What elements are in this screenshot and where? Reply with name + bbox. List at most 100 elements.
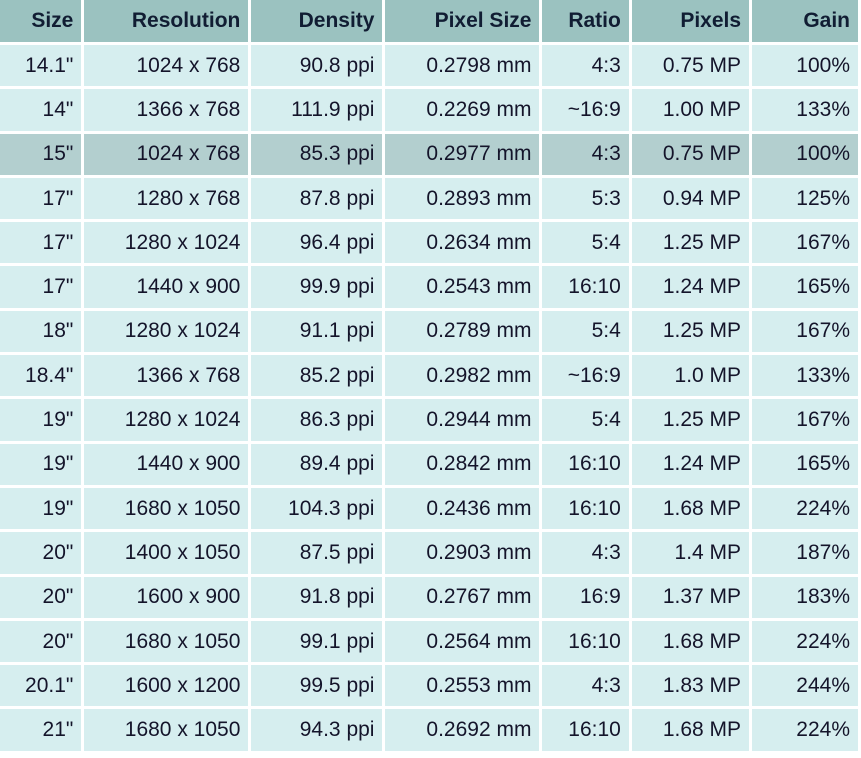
cell-pixels: 0.94 MP — [631, 177, 750, 220]
cell-ratio: 4:3 — [542, 45, 629, 87]
table-row[interactable]: 20" 1400 x 1050 87.5 ppi 0.2903 mm 4:3 1.4 MP… — [0, 532, 858, 574]
cell-ratio: 16:10 — [542, 443, 629, 485]
cell-density: 99.9 ppi — [251, 266, 383, 308]
cell-ratio: 16:10 — [542, 266, 629, 308]
cell-pixel-size: 0.2893 mm — [385, 177, 540, 220]
cell-pixels: 1.25 MP — [631, 222, 750, 264]
cell-ratio: 16:9 — [542, 576, 629, 618]
cell-gain: 183% — [752, 576, 858, 618]
cell-density: 85.3 ppi — [251, 133, 383, 175]
cell-gain: 167% — [752, 310, 858, 353]
cell-ratio: 4:3 — [542, 665, 629, 707]
cell-resolution: 1440 x 900 — [84, 266, 249, 308]
cell-pixel-size: 0.2553 mm — [385, 665, 540, 707]
table-row[interactable]: 17" 1280 x 768 87.8 ppi 0.2893 mm 5:3 0.94 MP… — [0, 177, 858, 220]
cell-resolution: 1024 x 768 — [84, 133, 249, 175]
cell-size: 19" — [0, 443, 82, 485]
cell-size: 17" — [0, 177, 82, 220]
table-row[interactable]: 21" 1680 x 1050 94.3 ppi 0.2692 mm 16:10 1.68… — [0, 709, 858, 751]
cell-resolution: 1600 x 1200 — [84, 665, 249, 707]
cell-pixels: 0.75 MP — [631, 45, 750, 87]
table-row[interactable]: 18.4" 1366 x 768 85.2 ppi 0.2982 mm ~16:9 1.0… — [0, 355, 858, 397]
cell-ratio: 5:4 — [542, 310, 629, 353]
cell-ratio: 4:3 — [542, 532, 629, 574]
table-row[interactable]: 20.1" 1600 x 1200 99.5 ppi 0.2553 mm 4:3 1.83… — [0, 665, 858, 707]
table-row[interactable]: 20" 1600 x 900 91.8 ppi 0.2767 mm 16:9 1.37 M… — [0, 576, 858, 618]
cell-size: 18.4" — [0, 355, 82, 397]
cell-gain: 133% — [752, 89, 858, 131]
cell-density: 86.3 ppi — [251, 399, 383, 441]
cell-size: 19" — [0, 399, 82, 441]
column-header-size[interactable]: Size — [0, 0, 82, 42]
table-row[interactable]: 18" 1280 x 1024 91.1 ppi 0.2789 mm 5:4 1.25 M… — [0, 310, 858, 353]
cell-resolution: 1680 x 1050 — [84, 620, 249, 663]
cell-pixel-size: 0.2944 mm — [385, 399, 540, 441]
cell-ratio: ~16:9 — [542, 89, 629, 131]
cell-ratio: 5:4 — [542, 399, 629, 441]
table-row[interactable]: 19" 1280 x 1024 86.3 ppi 0.2944 mm 5:4 1.25 M… — [0, 399, 858, 441]
cell-pixels: 1.00 MP — [631, 89, 750, 131]
column-header-pixel-size[interactable]: Pixel Size — [385, 0, 540, 42]
cell-density: 85.2 ppi — [251, 355, 383, 397]
table-row[interactable]: 15" 1024 x 768 85.3 ppi 0.2977 mm 4:3 0.75 MP… — [0, 133, 858, 175]
cell-ratio: 16:10 — [542, 620, 629, 663]
column-header-ratio[interactable]: Ratio — [542, 0, 629, 42]
cell-ratio: 16:10 — [542, 487, 629, 530]
cell-gain: 244% — [752, 665, 858, 707]
cell-pixel-size: 0.2436 mm — [385, 487, 540, 530]
cell-size: 14.1" — [0, 45, 82, 87]
cell-gain: 167% — [752, 399, 858, 441]
cell-pixel-size: 0.2977 mm — [385, 133, 540, 175]
cell-size: 20.1" — [0, 665, 82, 707]
cell-pixels: 1.68 MP — [631, 487, 750, 530]
cell-pixels: 1.24 MP — [631, 443, 750, 485]
cell-resolution: 1680 x 1050 — [84, 709, 249, 751]
cell-size: 17" — [0, 222, 82, 264]
cell-resolution: 1440 x 900 — [84, 443, 249, 485]
table-header: Size Resolution Density Pixel Size Ratio… — [0, 0, 858, 42]
cell-ratio: 16:10 — [542, 709, 629, 751]
cell-ratio: 4:3 — [542, 133, 629, 175]
table-body: 14.1" 1024 x 768 90.8 ppi 0.2798 mm 4:3 0.75 … — [0, 45, 858, 751]
cell-density: 87.5 ppi — [251, 532, 383, 574]
cell-gain: 187% — [752, 532, 858, 574]
cell-pixels: 0.75 MP — [631, 133, 750, 175]
header-row: Size Resolution Density Pixel Size Ratio… — [0, 0, 858, 42]
cell-gain: 100% — [752, 45, 858, 87]
cell-pixels: 1.68 MP — [631, 709, 750, 751]
cell-resolution: 1280 x 768 — [84, 177, 249, 220]
cell-resolution: 1366 x 768 — [84, 89, 249, 131]
column-header-pixels[interactable]: Pixels — [631, 0, 750, 42]
cell-pixels: 1.4 MP — [631, 532, 750, 574]
cell-pixels: 1.68 MP — [631, 620, 750, 663]
cell-ratio: 5:4 — [542, 222, 629, 264]
table-row[interactable]: 19" 1680 x 1050 104.3 ppi 0.2436 mm 16:10 1.6… — [0, 487, 858, 530]
cell-pixel-size: 0.2903 mm — [385, 532, 540, 574]
table-row[interactable]: 14.1" 1024 x 768 90.8 ppi 0.2798 mm 4:3 0.75 … — [0, 45, 858, 87]
cell-pixel-size: 0.2982 mm — [385, 355, 540, 397]
cell-size: 15" — [0, 133, 82, 175]
table-row[interactable]: 17" 1440 x 900 99.9 ppi 0.2543 mm 16:10 1.24 … — [0, 266, 858, 308]
cell-resolution: 1680 x 1050 — [84, 487, 249, 530]
cell-density: 99.5 ppi — [251, 665, 383, 707]
table-row[interactable]: 19" 1440 x 900 89.4 ppi 0.2842 mm 16:10 1.24 … — [0, 443, 858, 485]
table-row[interactable]: 14" 1366 x 768 111.9 ppi 0.2269 mm ~16:9 1.00… — [0, 89, 858, 131]
cell-gain: 165% — [752, 266, 858, 308]
table-row[interactable]: 20" 1680 x 1050 99.1 ppi 0.2564 mm 16:10 1.68… — [0, 620, 858, 663]
cell-resolution: 1600 x 900 — [84, 576, 249, 618]
cell-density: 96.4 ppi — [251, 222, 383, 264]
cell-density: 87.8 ppi — [251, 177, 383, 220]
cell-resolution: 1280 x 1024 — [84, 222, 249, 264]
cell-size: 20" — [0, 532, 82, 574]
column-header-gain[interactable]: Gain — [752, 0, 858, 42]
cell-gain: 167% — [752, 222, 858, 264]
cell-gain: 224% — [752, 487, 858, 530]
cell-gain: 133% — [752, 355, 858, 397]
cell-pixels: 1.37 MP — [631, 576, 750, 618]
column-header-density[interactable]: Density — [251, 0, 383, 42]
cell-pixel-size: 0.2767 mm — [385, 576, 540, 618]
column-header-resolution[interactable]: Resolution — [84, 0, 249, 42]
table-row[interactable]: 17" 1280 x 1024 96.4 ppi 0.2634 mm 5:4 1.25 M… — [0, 222, 858, 264]
cell-pixel-size: 0.2269 mm — [385, 89, 540, 131]
